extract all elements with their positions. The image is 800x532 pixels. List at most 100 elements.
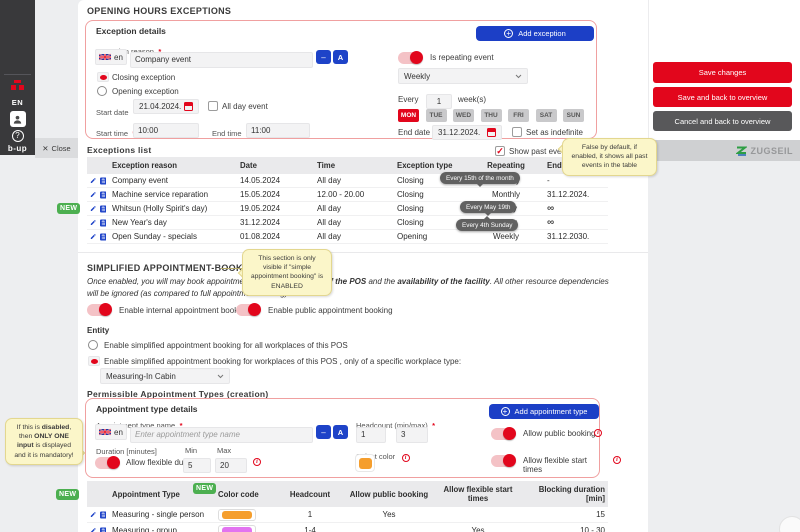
language-code: en — [114, 427, 123, 437]
public-booking-toggle[interactable] — [236, 303, 261, 316]
appointment-type-name-input[interactable] — [130, 426, 313, 443]
app-sidebar: EN ? b-up — [0, 0, 35, 155]
edit-icon[interactable] — [90, 204, 97, 213]
info-icon[interactable]: i — [613, 456, 621, 464]
headcount-max-input[interactable] — [396, 426, 428, 443]
end-time-input[interactable] — [246, 123, 310, 138]
exception-details-box: Exception details + Add exception Except… — [85, 20, 597, 140]
end-date-label: End date — [398, 128, 431, 137]
add-appointment-type-button[interactable]: + Add appointment type — [489, 404, 599, 419]
text-field-action-button[interactable]: – — [316, 50, 331, 64]
day-button-tue[interactable]: TUE — [425, 109, 447, 122]
delete-icon[interactable] — [99, 232, 107, 242]
delete-icon[interactable] — [99, 190, 107, 200]
day-button-sat[interactable]: SAT — [535, 109, 557, 122]
end-date-value: 31.12.2024. — [438, 128, 481, 137]
delete-icon[interactable] — [99, 526, 107, 532]
info-icon[interactable]: i — [594, 429, 602, 437]
max-label: Max — [217, 446, 232, 455]
translate-button[interactable]: A — [333, 50, 348, 64]
cancel-back-button[interactable]: Cancel and back to overview — [653, 111, 792, 131]
day-button-wed[interactable]: WED — [453, 109, 474, 122]
headcount-min-input[interactable] — [356, 426, 386, 443]
min-duration-input[interactable] — [183, 458, 211, 473]
cell-flexible: Yes — [435, 523, 521, 532]
opening-exception-radio[interactable] — [97, 86, 107, 96]
duration-label: Duration [minutes] — [96, 447, 157, 456]
edit-icon[interactable] — [90, 510, 97, 519]
specific-workplace-radio[interactable] — [88, 356, 100, 366]
reason-input-wrap — [130, 49, 313, 68]
opening-exception-label: Opening exception — [112, 87, 179, 96]
delete-icon[interactable] — [99, 510, 107, 520]
info-icon[interactable]: i — [253, 458, 261, 466]
close-panel-button[interactable]: ✕ Close — [35, 138, 78, 158]
language-selector[interactable]: en — [95, 49, 127, 65]
start-time-label: Start time * — [96, 129, 135, 138]
repeating-tooltip: Every 15th of the month — [440, 172, 520, 187]
row-actions — [87, 523, 109, 532]
allow-public-booking-toggle[interactable] — [491, 427, 516, 440]
delete-icon[interactable] — [99, 204, 107, 214]
cell-end-date: ∞ — [544, 202, 608, 216]
cell-color-code — [215, 507, 277, 523]
closing-exception-radio[interactable] — [97, 72, 109, 82]
delete-icon[interactable] — [99, 176, 107, 186]
show-past-checkbox[interactable]: ✓ — [495, 146, 505, 156]
language-switch[interactable]: EN — [11, 97, 24, 107]
frequency-select[interactable]: Weekly — [398, 68, 528, 84]
every-input[interactable] — [426, 94, 452, 109]
cell-type-name: Measuring - group — [109, 523, 215, 532]
save-changes-button[interactable]: Save changes — [653, 62, 792, 83]
cell-reason: Whitsun (Holly Spirit's day) — [109, 202, 237, 216]
day-button-mon[interactable]: MON — [398, 109, 419, 122]
start-date-input[interactable]: 21.04.2024. — [133, 99, 199, 114]
edit-icon[interactable] — [90, 526, 97, 532]
row-actions — [87, 202, 109, 216]
workplace-type-select[interactable]: Measuring-In Cabin — [100, 368, 230, 384]
brand-icon — [0, 78, 35, 92]
edit-icon[interactable] — [90, 218, 97, 227]
row-actions — [87, 188, 109, 202]
start-time-wrap — [133, 120, 199, 138]
day-button-thu[interactable]: THU — [480, 109, 502, 122]
cell-headcount: 1 — [277, 507, 343, 523]
start-time-input[interactable] — [133, 123, 199, 138]
page-title: OPENING HOURS EXCEPTIONS — [87, 6, 232, 16]
info-icon[interactable]: i — [401, 454, 410, 462]
save-back-button[interactable]: Save and back to overview — [653, 87, 792, 107]
edit-icon[interactable] — [90, 190, 97, 199]
edit-icon[interactable] — [90, 176, 97, 185]
headcount-min-wrap — [356, 424, 386, 443]
day-button-fri[interactable]: FRI — [508, 109, 529, 122]
max-duration-input[interactable] — [215, 458, 247, 473]
end-time-label: End time * — [212, 129, 249, 138]
all-day-checkbox[interactable] — [208, 101, 218, 111]
cell-end-date: - — [544, 174, 608, 188]
appointment-type-details-box: Appointment type details Appointment typ… — [85, 398, 621, 478]
row-actions — [87, 174, 109, 188]
flexible-duration-toggle[interactable] — [95, 456, 120, 469]
allow-flexible-start-toggle[interactable] — [491, 454, 516, 467]
day-button-sun[interactable]: SUN — [563, 109, 584, 122]
add-exception-button[interactable]: + Add exception — [476, 26, 594, 41]
delete-icon[interactable] — [99, 218, 107, 228]
translate-button[interactable]: A — [333, 425, 348, 439]
profile-button[interactable] — [0, 110, 35, 128]
entity-label: Entity — [87, 326, 110, 335]
edit-icon[interactable] — [90, 232, 97, 241]
toggle-knob — [248, 303, 261, 316]
chat-widget-button[interactable] — [779, 516, 800, 532]
text-field-action-button[interactable]: – — [316, 425, 331, 439]
cell-public: Yes — [343, 507, 435, 523]
language-selector[interactable]: en — [95, 424, 127, 440]
help-button[interactable]: ? — [0, 129, 35, 143]
exception-reason-input[interactable] — [130, 51, 313, 68]
end-date-input[interactable]: 31.12.2024. — [432, 125, 502, 140]
all-workplaces-radio[interactable] — [88, 340, 98, 350]
is-repeating-toggle[interactable] — [398, 51, 423, 64]
color-swatch-button[interactable] — [356, 455, 374, 471]
booking-note: This section is only visible if "simple … — [242, 249, 332, 296]
internal-booking-toggle[interactable] — [87, 303, 112, 316]
indefinite-checkbox[interactable] — [512, 127, 522, 137]
